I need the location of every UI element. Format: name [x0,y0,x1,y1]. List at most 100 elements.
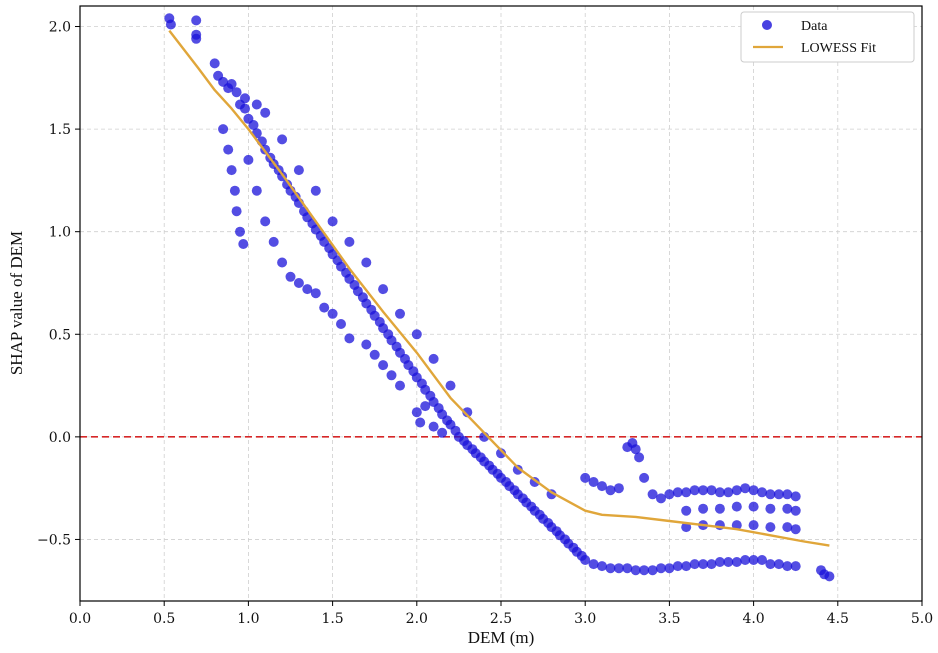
data-point [588,559,599,570]
data-point [706,559,717,570]
data-point [605,563,616,574]
data-point [229,185,240,196]
data-point [235,226,245,237]
data-point [293,278,304,288]
data-point [580,555,591,565]
data-point [731,485,742,496]
data-point [714,503,725,514]
data-point [639,565,650,576]
data-point [512,464,523,475]
data-point [445,380,456,391]
data-point [748,555,759,565]
data-point [238,239,249,249]
data-point [420,401,431,412]
data-point [613,563,624,574]
x-tick-label: 3.0 [574,611,596,627]
legend-data-label: Data [801,19,828,34]
data-point [689,485,700,496]
data-point [437,427,448,438]
data-point [277,134,288,145]
data-point [672,487,683,498]
data-point [773,559,784,570]
data-point [395,380,405,391]
data-point [698,485,709,496]
data-point [757,487,767,498]
data-point [226,165,237,176]
lowess-fit-line [168,29,830,547]
data-point [415,417,426,428]
y-tick-label: 2.0 [49,20,71,36]
data-point [285,271,296,282]
x-tick-label: 2.0 [406,611,428,627]
legend-box [740,11,915,63]
data-point [672,561,683,572]
data-point [790,491,801,502]
x-tick-label: 1.5 [321,611,343,627]
data-point [226,79,237,89]
data-point [681,487,692,498]
x-axis-ticks: 0.0 0.5 1.0 1.5 2.0 2.5 3.0 3.5 4.0 4.5 5.0 [69,601,933,627]
data-point [411,329,422,340]
data-point [647,565,658,576]
lowess-fit-path [168,29,830,547]
scatter-points [164,13,835,582]
x-tick-label: 1.0 [237,611,259,627]
legend-fit-label: LOWESS Fit [801,41,876,56]
data-point [191,33,202,44]
x-tick-label: 0.5 [153,611,175,627]
y-tick-label: 1.0 [49,225,71,241]
data-point [310,185,321,196]
data-point [656,563,666,574]
data-point [462,407,473,418]
data-point [681,505,692,516]
data-point [223,144,234,155]
data-point [251,99,262,110]
x-tick-label: 5.0 [911,611,933,627]
y-tick-label: −0.5 [37,532,71,548]
data-point [251,185,262,196]
data-point [395,308,405,319]
data-point [369,349,380,360]
data-point [748,520,759,531]
data-point [748,501,759,512]
x-tick-label: 4.0 [742,611,764,627]
data-point [240,93,250,104]
data-point [327,308,338,319]
data-point [302,284,313,295]
y-axis-ticks: −0.5 0.0 0.5 1.0 1.5 2.0 [37,20,80,548]
x-tick-label: 3.5 [658,611,680,627]
data-point [706,485,717,496]
data-point [782,522,793,533]
data-point [634,452,645,463]
data-point [647,489,658,500]
data-point [597,561,607,572]
data-point [386,370,397,381]
x-axis-title: DEM (m) [468,628,535,647]
data-point [698,503,709,514]
legend-data-marker [762,20,772,30]
data-point [714,557,725,567]
data-point [411,407,422,418]
data-point [630,565,641,576]
data-point [277,257,288,268]
data-point [765,559,776,570]
data-point [723,487,734,498]
data-point [378,284,389,295]
data-point [428,421,439,432]
data-point [428,353,439,364]
data-point [209,58,220,69]
data-point [336,319,346,329]
data-point [378,360,389,371]
data-point [496,448,506,459]
data-point [681,561,692,572]
data-point [327,216,338,227]
data-point [731,557,742,567]
data-point [248,120,259,130]
data-point [605,485,616,496]
data-point [765,503,776,514]
data-point [765,489,776,500]
data-point [698,559,709,570]
data-point [319,302,330,313]
y-tick-label: 1.5 [49,122,71,138]
